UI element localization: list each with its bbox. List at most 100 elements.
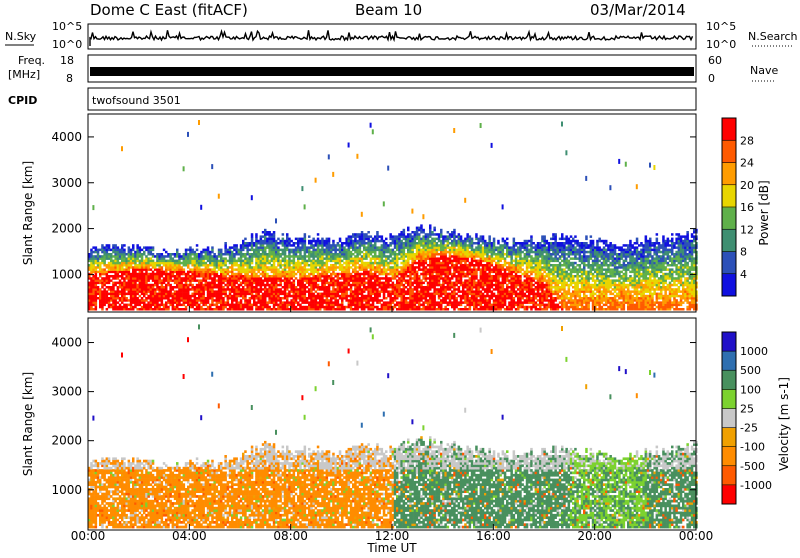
power-cell: [429, 282, 432, 285]
power-cell: [196, 273, 199, 276]
power-cell: [275, 288, 278, 291]
power-cell: [359, 246, 362, 249]
power-cell: [92, 290, 95, 293]
power-cell: [262, 288, 265, 291]
power-cell: [345, 238, 348, 241]
power-cell: [387, 262, 390, 265]
power-cell: [244, 257, 247, 260]
power-cell: [268, 249, 271, 252]
power-cell: [95, 249, 98, 252]
power-cell: [154, 279, 157, 282]
power-cell: [119, 249, 122, 252]
power-cell: [257, 279, 260, 282]
power-cell: [447, 295, 450, 298]
power-cell: [189, 246, 192, 249]
power-cell: [99, 273, 102, 276]
power-cell: [407, 240, 410, 243]
power-cell: [295, 249, 298, 252]
power-cell: [238, 288, 241, 291]
power-cell: [202, 297, 205, 300]
power-cell: [420, 231, 423, 234]
power-cell: [189, 284, 192, 287]
power-cell: [275, 297, 278, 300]
power-cell: [169, 253, 172, 256]
power-cell: [411, 288, 414, 291]
power-cell: [125, 271, 128, 274]
power-cell: [264, 262, 267, 265]
power-cell: [471, 273, 474, 276]
power-cell: [488, 282, 491, 285]
power-cell: [108, 288, 111, 291]
power-cell: [374, 306, 377, 309]
power-cell: [163, 297, 166, 300]
power-cell: [121, 268, 124, 271]
power-cell: [282, 306, 285, 309]
power-cell: [125, 266, 128, 269]
power-cell: [279, 282, 282, 285]
power-cell: [310, 297, 313, 300]
power-cell: [480, 246, 483, 249]
power-cell: [106, 299, 109, 302]
power-cell: [251, 290, 254, 293]
power-cell: [359, 264, 362, 267]
power-cell: [284, 271, 287, 274]
power-cell: [372, 244, 375, 247]
power-cell: [128, 257, 131, 260]
power-cell: [231, 297, 234, 300]
power-cell: [271, 277, 274, 280]
power-cell: [321, 295, 324, 298]
power-cell: [356, 246, 359, 249]
power-cell: [92, 279, 95, 282]
power-cell: [451, 255, 454, 258]
power-cell: [103, 260, 106, 263]
power-cell: [480, 251, 483, 254]
power-cell: [385, 264, 388, 267]
power-cell: [363, 295, 366, 298]
power-cell: [328, 257, 331, 260]
power-cell: [218, 264, 221, 267]
power-cell: [339, 253, 342, 256]
power-cell: [385, 260, 388, 263]
power-cell: [328, 288, 331, 291]
power-cell: [471, 249, 474, 252]
power-cell: [323, 295, 326, 298]
power-cell: [176, 253, 179, 256]
power-cell: [337, 266, 340, 269]
power-cell: [301, 249, 304, 252]
power-cell: [350, 284, 353, 287]
power-cell: [183, 284, 186, 287]
power-cell: [482, 253, 485, 256]
power-cell: [332, 268, 335, 271]
power-cell: [403, 246, 406, 249]
power-cell: [293, 257, 296, 260]
power-cell: [150, 295, 153, 298]
power-cell: [361, 284, 364, 287]
power-cell: [356, 277, 359, 280]
power-cell: [387, 293, 390, 296]
power-cell: [108, 249, 111, 252]
power-cell: [231, 279, 234, 282]
power-cell: [103, 288, 106, 291]
power-cell: [231, 253, 234, 256]
power-cell: [180, 297, 183, 300]
power-cell: [268, 231, 271, 234]
power-cell: [411, 231, 414, 234]
power-cell: [172, 268, 175, 271]
power-cell: [266, 284, 269, 287]
power-cell: [363, 286, 366, 289]
power-cell: [458, 246, 461, 249]
power-cell: [365, 282, 368, 285]
power-cell: [471, 244, 474, 247]
power-cell: [224, 260, 227, 263]
power-cell: [348, 235, 351, 238]
power-cell: [400, 282, 403, 285]
power-cell: [290, 240, 293, 243]
power-cell: [372, 293, 375, 296]
power-cell: [359, 297, 362, 300]
power-cell: [354, 273, 357, 276]
power-cell: [387, 255, 390, 258]
power-cell: [455, 275, 458, 278]
power-cell: [323, 271, 326, 274]
power-cell: [233, 264, 236, 267]
power-cell: [317, 293, 320, 296]
